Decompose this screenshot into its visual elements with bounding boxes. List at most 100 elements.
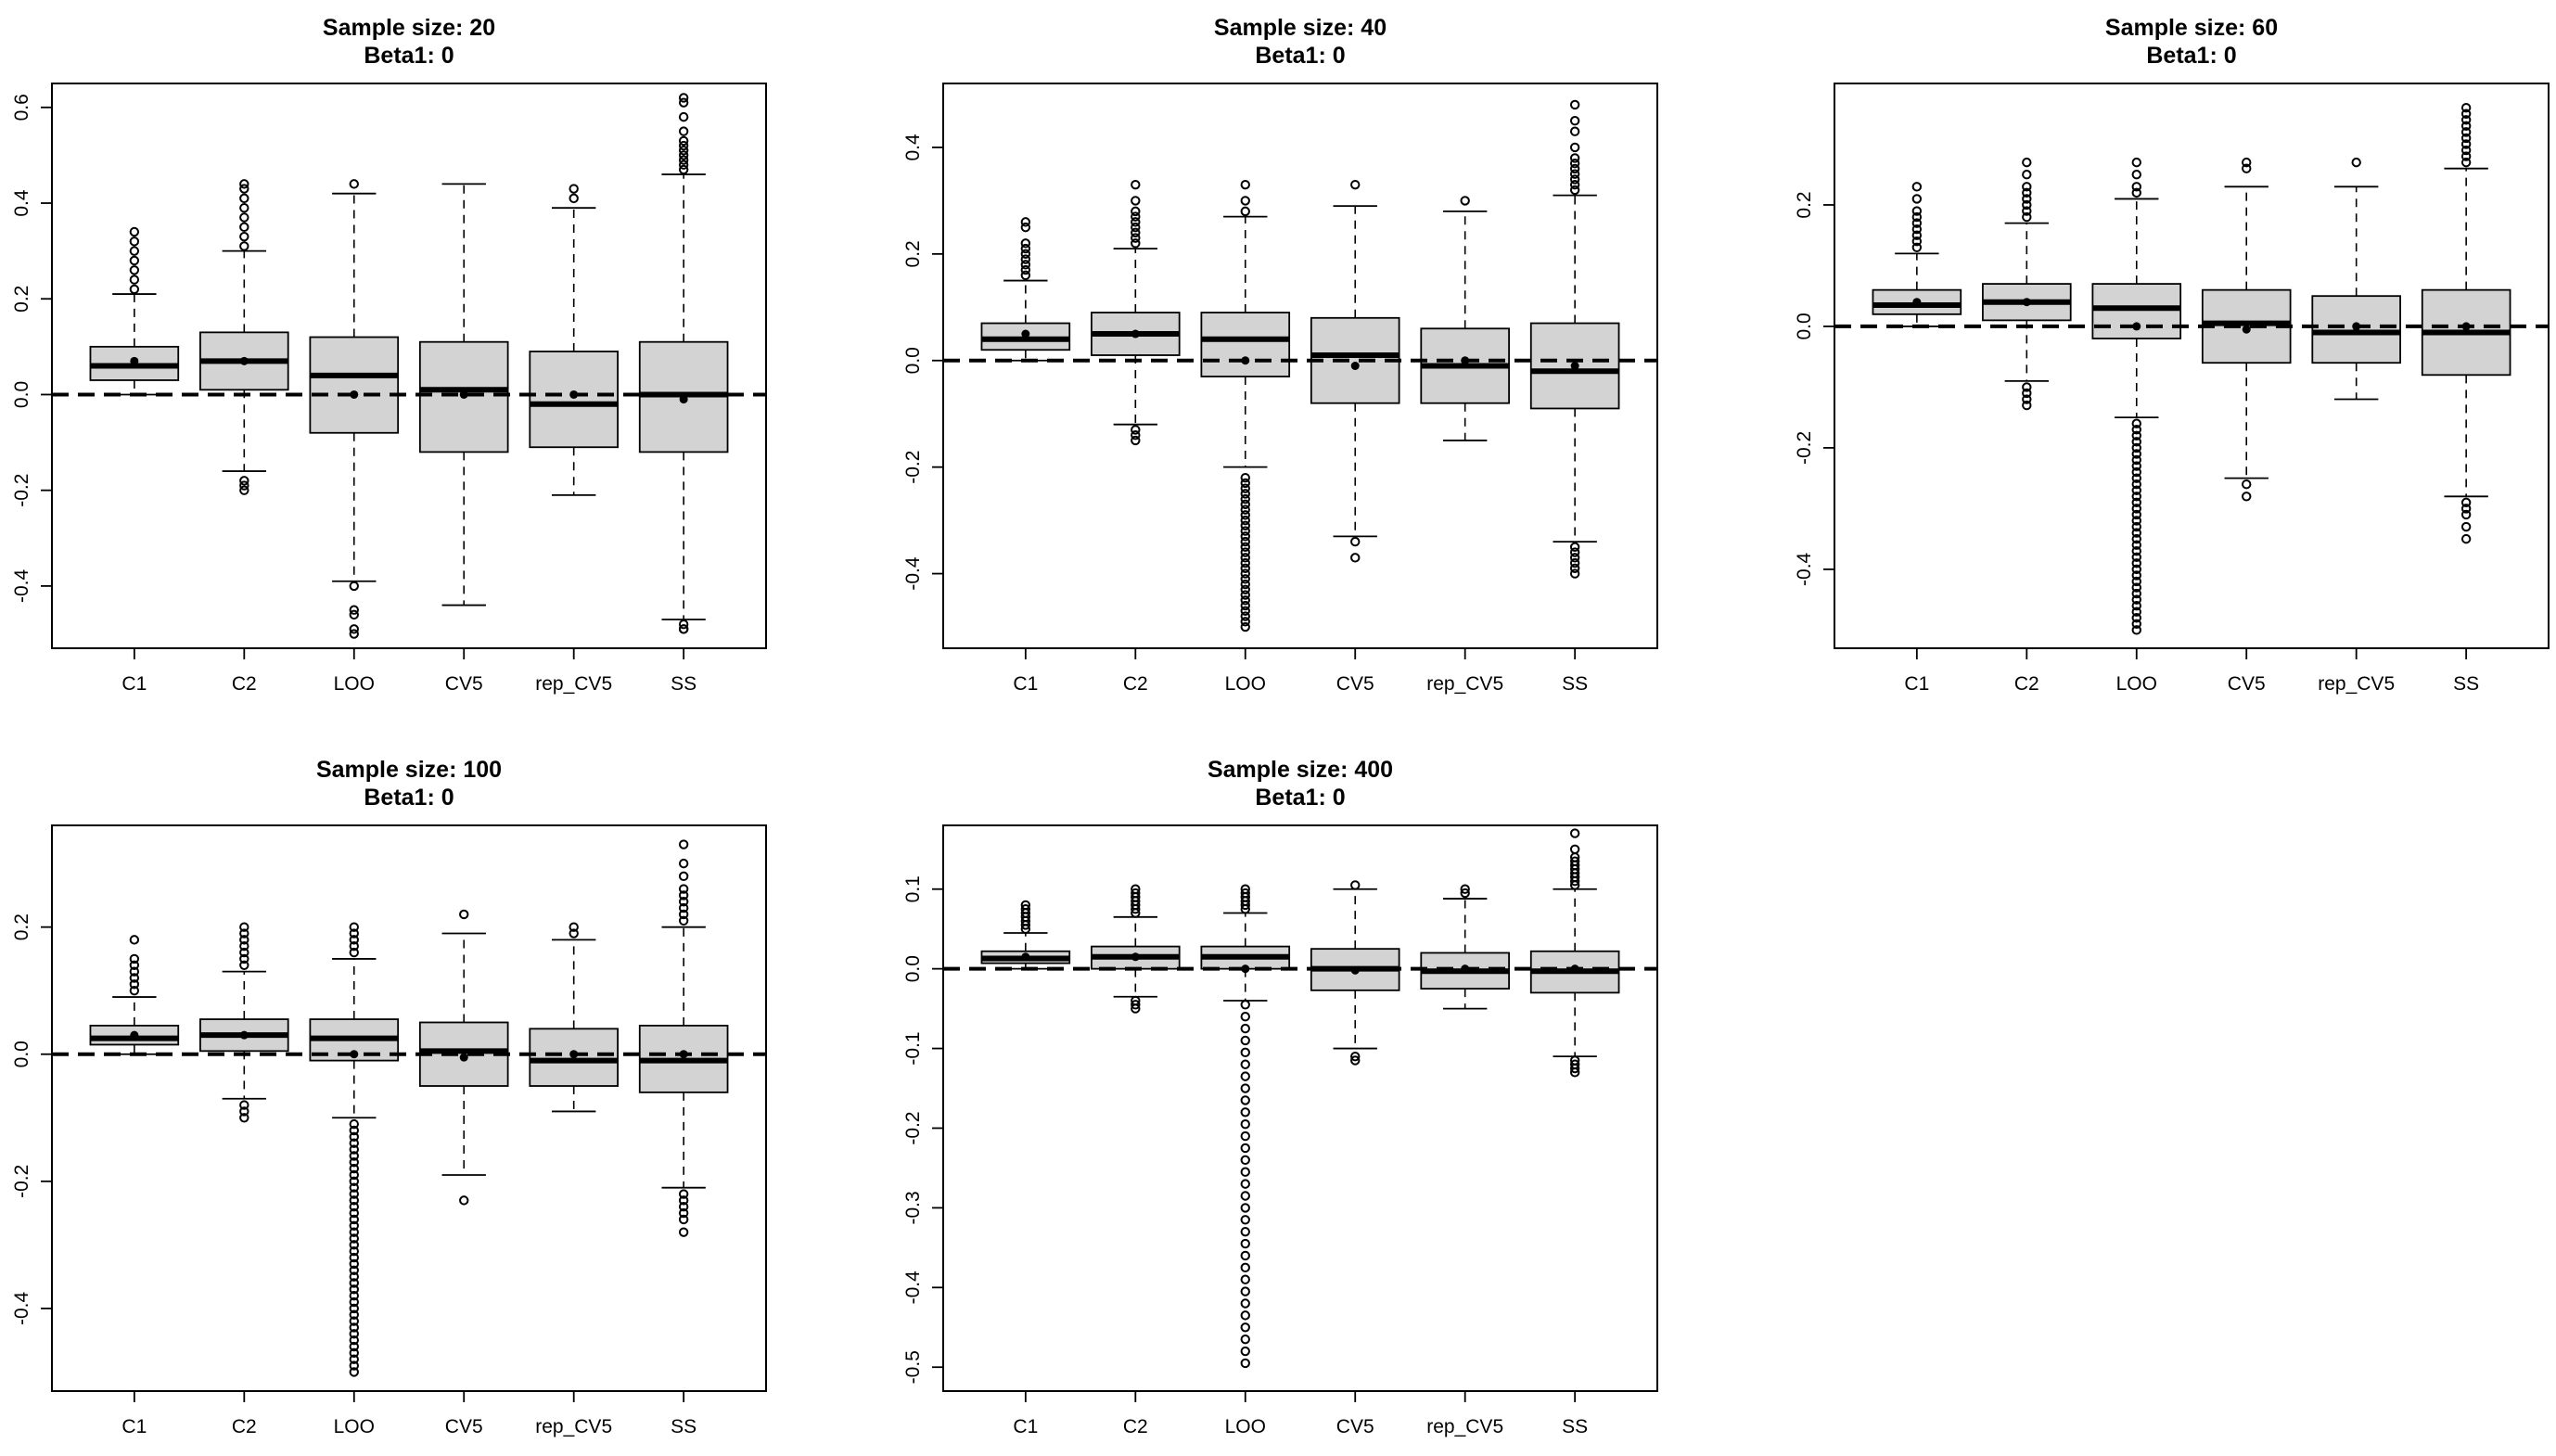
outlier-point — [1240, 179, 1250, 190]
outlier-point — [349, 1163, 359, 1174]
mean-point — [350, 390, 359, 399]
outlier-point — [1240, 568, 1250, 579]
x-tick-label: LOO — [1225, 673, 1266, 695]
outlier-point — [2131, 625, 2141, 635]
outlier-point — [2131, 546, 2141, 556]
x-tick-label: LOO — [2116, 673, 2157, 695]
mean-point — [239, 356, 249, 365]
outlier-point — [349, 1252, 359, 1263]
plot-frame — [51, 824, 767, 1392]
outlier-point — [678, 909, 689, 920]
outlier-point — [1240, 1262, 1250, 1273]
outlier-point — [1240, 1191, 1250, 1201]
outlier-point — [129, 246, 140, 256]
outlier-point — [2131, 437, 2141, 447]
outlier-point — [2131, 607, 2141, 617]
outlier-point — [349, 922, 359, 932]
outlier-point — [2131, 521, 2141, 532]
outlier-point — [2131, 492, 2141, 502]
chart-subtitle: Beta1: 0 — [364, 785, 454, 811]
chart-title: Sample size: 40 — [1214, 15, 1387, 41]
outlier-point — [349, 1207, 359, 1219]
y-tick-label: 0.2 — [11, 286, 32, 313]
outlier-point — [1020, 904, 1031, 914]
outlier-point — [2131, 479, 2141, 490]
outlier-point — [2131, 582, 2141, 593]
outlier-point — [349, 1278, 359, 1288]
box-iqr — [1310, 316, 1400, 404]
box-rep_CV5 — [1420, 884, 1510, 1010]
outlier-point — [1240, 1346, 1250, 1357]
x-tick-label: C2 — [2014, 673, 2039, 695]
outlier-point — [1240, 1226, 1250, 1237]
y-tick-label: -0.2 — [902, 451, 924, 484]
mean-point — [350, 1050, 359, 1059]
outlier-point — [349, 1202, 359, 1212]
outlier-point — [1350, 536, 1361, 547]
outlier-point — [2131, 540, 2141, 550]
x-tick-label: CV5 — [1336, 673, 1374, 695]
outlier-point — [678, 897, 689, 907]
box-SS — [2421, 102, 2511, 544]
outlier-point — [349, 928, 359, 939]
outlier-point — [129, 979, 140, 990]
outlier-point — [349, 1296, 359, 1308]
outlier-point — [349, 1176, 359, 1187]
outlier-point — [349, 1151, 359, 1161]
outlier-point — [678, 902, 689, 913]
outlier-point — [1240, 520, 1250, 531]
box-rep_CV5 — [529, 184, 619, 496]
outlier-point — [349, 1220, 359, 1231]
x-tick-label: CV5 — [2228, 673, 2266, 695]
outlier-point — [2460, 533, 2472, 544]
outlier-point — [1131, 435, 1141, 446]
outlier-point — [349, 1157, 359, 1168]
mean-point — [1241, 964, 1250, 974]
outlier-point — [1240, 489, 1250, 499]
outlier-point — [1240, 1000, 1250, 1010]
outlier-point — [349, 1271, 359, 1282]
y-tick-label: -0.4 — [11, 568, 32, 603]
outlier-point — [1240, 1095, 1250, 1105]
outlier-point — [349, 1303, 359, 1314]
outlier-point — [239, 241, 249, 251]
outlier-point — [2460, 115, 2472, 125]
outlier-point — [2131, 576, 2141, 587]
outlier-point — [459, 1195, 469, 1206]
mean-point — [459, 390, 468, 399]
outlier-point — [349, 1309, 359, 1320]
outlier-point — [239, 960, 249, 970]
outlier-point — [349, 581, 359, 592]
outlier-point — [1131, 222, 1141, 233]
outlier-point — [1911, 182, 1923, 192]
outlier-point — [349, 1258, 359, 1270]
outlier-point — [349, 1341, 359, 1352]
x-tick-label: LOO — [334, 673, 375, 695]
x-tick-label: C2 — [232, 1416, 257, 1437]
outlier-point — [1240, 472, 1250, 483]
chart-title: Sample size: 400 — [1208, 757, 1393, 783]
outlier-point — [1240, 1203, 1250, 1213]
outlier-point — [1240, 1083, 1250, 1093]
outlier-point — [1240, 1118, 1250, 1130]
outlier-point — [349, 1214, 359, 1225]
chart-subtitle: Beta1: 0 — [364, 43, 454, 69]
outlier-point — [1240, 606, 1250, 616]
x-tick-label: CV5 — [1336, 1416, 1374, 1437]
outlier-point — [349, 605, 359, 615]
outlier-point — [2131, 461, 2141, 471]
mean-point — [2022, 298, 2031, 307]
mean-point — [2242, 325, 2251, 334]
outlier-point — [1131, 179, 1141, 190]
outlier-point — [1131, 211, 1141, 222]
outlier-point — [2131, 454, 2141, 466]
outlier-point — [2131, 425, 2141, 435]
outlier-point — [1131, 196, 1141, 206]
outlier-point — [239, 476, 249, 486]
outlier-point — [2022, 157, 2032, 168]
outlier-point — [2131, 182, 2141, 192]
outlier-point — [349, 941, 359, 952]
